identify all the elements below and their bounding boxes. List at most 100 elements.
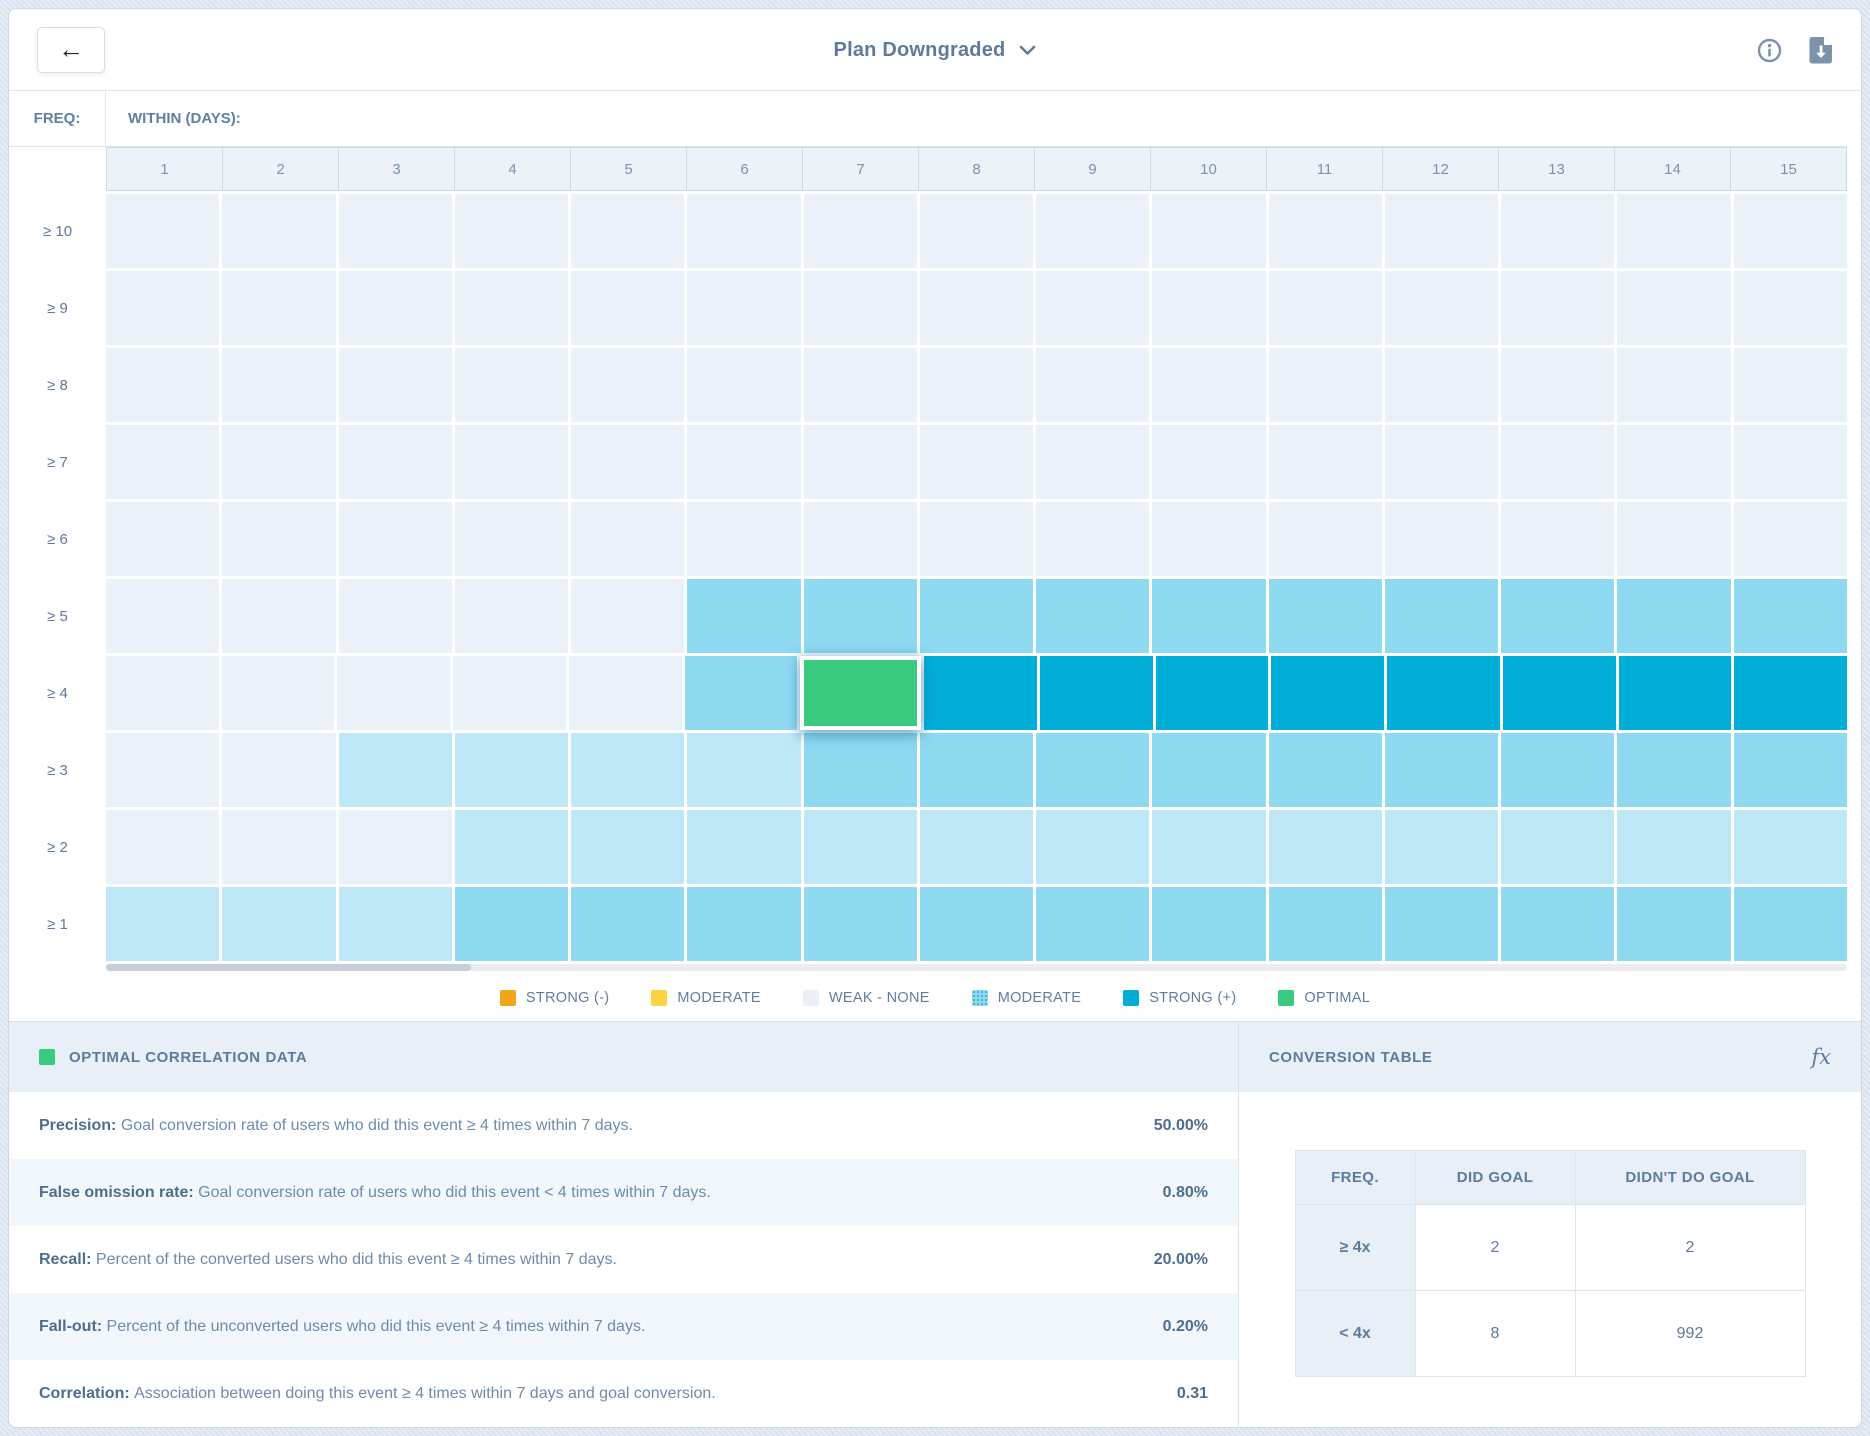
heatmap-cell[interactable] <box>1152 425 1266 499</box>
heatmap-cell[interactable] <box>803 425 917 499</box>
heatmap-cell[interactable] <box>687 887 801 961</box>
heatmap-cell[interactable] <box>919 271 1034 345</box>
heatmap-cell[interactable] <box>454 271 569 345</box>
heatmap-cell[interactable] <box>1036 194 1150 268</box>
heatmap-cell[interactable] <box>1501 348 1615 422</box>
heatmap-cell[interactable] <box>106 271 220 345</box>
heatmap-cell[interactable] <box>1733 810 1847 884</box>
back-button[interactable]: ← <box>37 27 105 73</box>
heatmap-cell[interactable] <box>338 810 452 884</box>
heatmap-cell[interactable] <box>1617 425 1731 499</box>
heatmap-cell[interactable] <box>1501 271 1615 345</box>
heatmap-cell[interactable] <box>454 194 569 268</box>
heatmap-cell[interactable] <box>687 810 801 884</box>
heatmap-cell[interactable] <box>1152 887 1266 961</box>
heatmap-cell[interactable] <box>1733 425 1847 499</box>
heatmap-cell[interactable] <box>919 502 1034 576</box>
heatmap-cell[interactable] <box>1733 887 1847 961</box>
heatmap-cell[interactable] <box>222 579 336 653</box>
heatmap-cell[interactable] <box>687 425 801 499</box>
heatmap-cell[interactable] <box>687 271 801 345</box>
heatmap-cell[interactable] <box>454 733 569 807</box>
heatmap-cell[interactable] <box>919 579 1034 653</box>
heatmap-cell[interactable] <box>1268 733 1382 807</box>
formula-fx-icon[interactable]: fx <box>1811 1045 1831 1069</box>
heatmap-cell[interactable] <box>1501 810 1615 884</box>
heatmap-cell[interactable] <box>222 194 336 268</box>
heatmap-cell[interactable] <box>1152 579 1266 653</box>
heatmap-cell[interactable] <box>1617 733 1731 807</box>
heatmap-cell[interactable] <box>1036 810 1150 884</box>
heatmap-cell[interactable] <box>106 887 220 961</box>
heatmap-cell[interactable] <box>338 733 452 807</box>
info-icon[interactable] <box>1756 37 1783 64</box>
heatmap-cell[interactable] <box>338 502 452 576</box>
heatmap-cell[interactable] <box>1036 579 1150 653</box>
heatmap-cell[interactable] <box>571 348 685 422</box>
heatmap-cell[interactable] <box>1268 194 1382 268</box>
heatmap-cell[interactable] <box>1268 425 1382 499</box>
heatmap-cell[interactable] <box>106 348 220 422</box>
heatmap-cell[interactable] <box>1036 271 1150 345</box>
heatmap-cell[interactable] <box>1617 348 1731 422</box>
heatmap-cell[interactable] <box>1152 271 1266 345</box>
heatmap-cell[interactable] <box>1501 579 1615 653</box>
heatmap-cell[interactable] <box>106 733 220 807</box>
heatmap-cell[interactable] <box>571 579 685 653</box>
heatmap-cell[interactable] <box>106 502 220 576</box>
heatmap-cell[interactable] <box>1036 733 1150 807</box>
heatmap-cell[interactable] <box>1152 194 1266 268</box>
heatmap-cell[interactable] <box>454 348 569 422</box>
heatmap-cell[interactable] <box>1617 271 1731 345</box>
heatmap-cell[interactable] <box>1384 348 1499 422</box>
heatmap-cell[interactable] <box>1617 579 1731 653</box>
heatmap-cell[interactable] <box>571 271 685 345</box>
heatmap-cell[interactable] <box>687 348 801 422</box>
heatmap-cell[interactable] <box>1155 656 1269 730</box>
heatmap-cell[interactable] <box>919 348 1034 422</box>
event-selector-dropdown[interactable]: Plan Downgraded <box>9 9 1861 91</box>
heatmap-cell[interactable] <box>338 887 452 961</box>
heatmap-cell[interactable] <box>1733 194 1847 268</box>
heatmap-cell[interactable] <box>803 579 917 653</box>
heatmap-cell[interactable] <box>687 579 801 653</box>
heatmap-cell[interactable] <box>453 656 566 730</box>
heatmap-cell[interactable] <box>1733 579 1847 653</box>
heatmap-cell[interactable] <box>1036 425 1150 499</box>
heatmap-cell[interactable] <box>1152 502 1266 576</box>
heatmap-cell[interactable] <box>684 656 798 730</box>
heatmap-cell[interactable] <box>1268 348 1382 422</box>
heatmap-cell[interactable] <box>1618 656 1732 730</box>
heatmap-cell[interactable] <box>106 194 220 268</box>
heatmap-cell[interactable] <box>106 425 220 499</box>
heatmap-cell[interactable] <box>1152 348 1266 422</box>
heatmap-cell[interactable] <box>1501 194 1615 268</box>
heatmap-cell[interactable] <box>919 733 1034 807</box>
heatmap-cell[interactable] <box>1501 502 1615 576</box>
heatmap-cell[interactable] <box>1268 502 1382 576</box>
heatmap-cell[interactable] <box>1387 656 1500 730</box>
heatmap-cell[interactable] <box>571 194 685 268</box>
heatmap-cell[interactable] <box>1268 579 1382 653</box>
heatmap-cell[interactable] <box>1268 887 1382 961</box>
heatmap-cell[interactable] <box>1501 425 1615 499</box>
heatmap-cell[interactable] <box>1152 810 1266 884</box>
heatmap-cell[interactable] <box>1617 502 1731 576</box>
heatmap-cell[interactable] <box>568 656 682 730</box>
heatmap-cell[interactable] <box>803 733 917 807</box>
heatmap-cell[interactable] <box>222 348 336 422</box>
heatmap-cell[interactable] <box>1617 194 1731 268</box>
heatmap-cell[interactable] <box>1271 656 1385 730</box>
heatmap-cell[interactable] <box>571 810 685 884</box>
heatmap-cell[interactable] <box>1501 733 1615 807</box>
heatmap-cell[interactable] <box>454 810 569 884</box>
heatmap-cell[interactable] <box>1733 271 1847 345</box>
heatmap-cell[interactable] <box>924 656 1037 730</box>
heatmap-cell[interactable] <box>919 194 1034 268</box>
heatmap-cell[interactable] <box>221 656 335 730</box>
heatmap-cell[interactable] <box>803 502 917 576</box>
heatmap-cell[interactable] <box>1734 656 1848 730</box>
heatmap-cell[interactable] <box>687 502 801 576</box>
heatmap-cell[interactable] <box>1384 271 1499 345</box>
heatmap-cell[interactable] <box>1036 887 1150 961</box>
